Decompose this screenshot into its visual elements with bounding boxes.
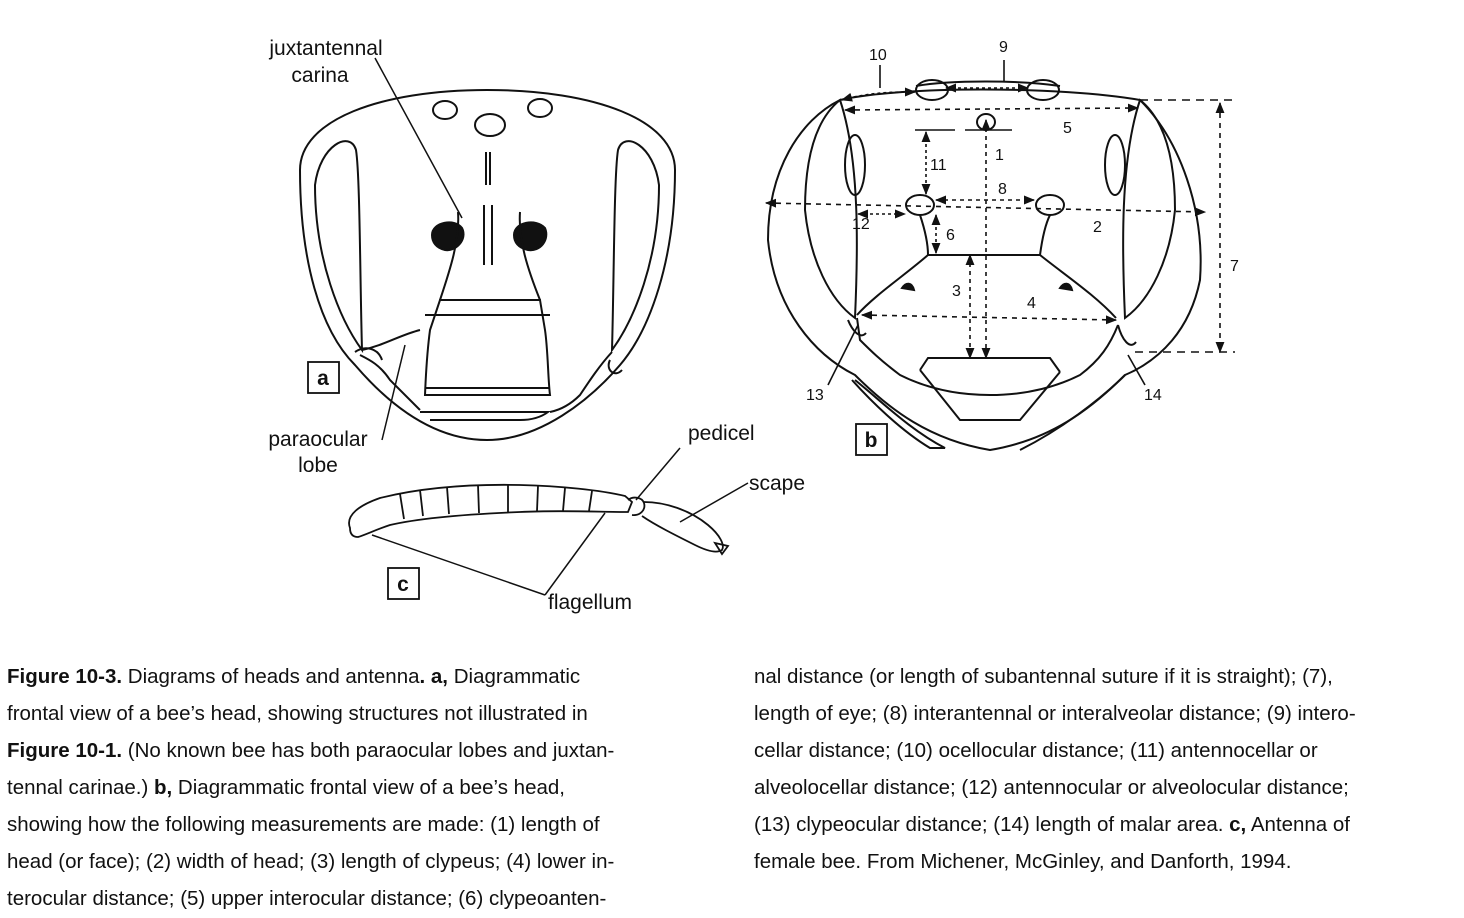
- scape: [641, 501, 724, 553]
- measurement-lines: [764, 60, 1235, 386]
- caption-text: Antenna of: [1246, 813, 1350, 836]
- antennal-socket-b-right: [1035, 194, 1065, 216]
- caption-line: alveolocellar distance; (12) antennocula…: [754, 769, 1454, 806]
- label-carina: carina: [291, 64, 349, 87]
- labrum-b: [919, 369, 1061, 421]
- panel-c-letter: c: [397, 573, 409, 596]
- caption-text: (No known bee has both paraocular lobes …: [122, 739, 615, 762]
- caption-line: head (or face); (2) width of head; (3) l…: [7, 843, 727, 880]
- head-a-outline: [298, 88, 677, 442]
- measure-2: 2: [1093, 219, 1102, 236]
- measure-6: 6: [946, 227, 955, 244]
- measure-10: 10: [869, 47, 887, 64]
- label-lobe: lobe: [298, 454, 338, 477]
- measure-4: 4: [1027, 295, 1036, 312]
- caption-line: Figure 10-1. (No known bee has both para…: [7, 732, 727, 769]
- clypeus-b: [856, 254, 929, 316]
- measure-12: 12: [852, 216, 870, 233]
- panel-a-letter-box: [307, 361, 340, 394]
- measure-14: 14: [1144, 387, 1162, 404]
- panel-b-head-diagram: [766, 79, 1202, 452]
- caption-line: Figure 10-3. Diagrams of heads and anten…: [7, 658, 727, 695]
- measure-3: 3: [952, 283, 961, 300]
- figure-caption-right-column: nal distance (or length of subantennal s…: [754, 658, 1454, 880]
- measure-11: 11: [930, 157, 947, 174]
- caption-bold-text: Figure 10-3.: [7, 665, 123, 688]
- panel-a-letter: a: [317, 367, 329, 390]
- caption-line: showing how the following measurements a…: [7, 806, 727, 843]
- caption-text: Diagrammatic: [448, 665, 581, 688]
- pedicel: [627, 496, 646, 516]
- measure-13: 13: [806, 387, 824, 404]
- flagellum: [348, 483, 634, 538]
- caption-text: Diagrams of heads and antenna: [122, 665, 420, 688]
- panel-b-letter-box: [855, 423, 888, 456]
- figure-diagram: juxtantennal carina paraocular lobe a: [268, 37, 1239, 614]
- panel-c-antenna-diagram: [348, 447, 749, 596]
- caption-text: (13) clypeocular distance; (14) length o…: [754, 813, 1230, 836]
- label-scape: scape: [749, 472, 805, 495]
- caption-line: terocular distance; (5) upper interocula…: [7, 880, 727, 917]
- caption-line: frontal view of a bee’s head, showing st…: [7, 695, 727, 732]
- label-flagellum: flagellum: [548, 591, 632, 614]
- caption-text: Diagrammatic frontal view of a bee’s hea…: [172, 776, 565, 799]
- ocellus-left: [432, 100, 458, 120]
- caption-text: nal distance (or length of subantennal s…: [754, 665, 1333, 688]
- measure-9: 9: [999, 39, 1008, 56]
- left-eye-b: [803, 98, 858, 320]
- label-juxtantennal: juxtantennal: [268, 37, 382, 60]
- caption-line: (13) clypeocular distance; (14) length o…: [754, 806, 1454, 843]
- caption-text: frontal view of a bee’s head, showing st…: [7, 702, 588, 725]
- caption-bold-text: Figure 10-1.: [7, 739, 123, 762]
- clypeus-a: [423, 299, 552, 396]
- caption-text: female bee. From Michener, McGinley, and…: [754, 850, 1292, 873]
- antennal-socket-right: [512, 221, 548, 252]
- label-pedicel: pedicel: [688, 422, 755, 445]
- caption-bold-text: . a,: [419, 665, 449, 688]
- caption-line: nal distance (or length of subantennal s…: [754, 658, 1454, 695]
- panel-b-letter: b: [865, 429, 878, 452]
- caption-text: head (or face); (2) width of head; (3) l…: [7, 850, 615, 873]
- caption-line: female bee. From Michener, McGinley, and…: [754, 843, 1454, 880]
- left-eye-a: [313, 140, 364, 354]
- figure-caption-left-column: Figure 10-3. Diagrams of heads and anten…: [7, 658, 727, 917]
- paraocular-lobe-left: [361, 329, 421, 351]
- caption-text: tennal carinae.): [7, 776, 155, 799]
- antennal-socket-b-left: [905, 194, 935, 216]
- measure-7: 7: [1230, 258, 1239, 275]
- right-eye-b: [1122, 98, 1177, 320]
- ocellus-right: [527, 98, 553, 118]
- label-paraocular: paraocular: [268, 428, 367, 451]
- ocellus-median: [474, 113, 506, 137]
- caption-text: cellar distance; (10) ocellocular distan…: [754, 739, 1318, 762]
- caption-text: showing how the following measurements a…: [7, 813, 600, 836]
- measure-5: 5: [1063, 120, 1072, 137]
- caption-line: cellar distance; (10) ocellocular distan…: [754, 732, 1454, 769]
- caption-line: tennal carinae.) b, Diagrammatic frontal…: [7, 769, 727, 806]
- caption-text: alveolocellar distance; (12) antennocula…: [754, 776, 1349, 799]
- measure-1: 1: [995, 147, 1004, 164]
- measure-8: 8: [998, 181, 1007, 198]
- caption-text: terocular distance; (5) upper interocula…: [7, 887, 607, 910]
- caption-bold-text: b,: [154, 776, 173, 799]
- caption-bold-text: c,: [1229, 813, 1247, 836]
- caption-text: length of eye; (8) interantennal or inte…: [754, 702, 1356, 725]
- caption-line: length of eye; (8) interantennal or inte…: [754, 695, 1454, 732]
- right-eye-a: [610, 140, 661, 354]
- panel-c-letter-box: [387, 567, 420, 600]
- measurement-numbers: 1 2 3 4 5 6 7 8 9 10 11 12 13 14: [806, 39, 1239, 404]
- panel-a-head-diagram: [298, 57, 677, 442]
